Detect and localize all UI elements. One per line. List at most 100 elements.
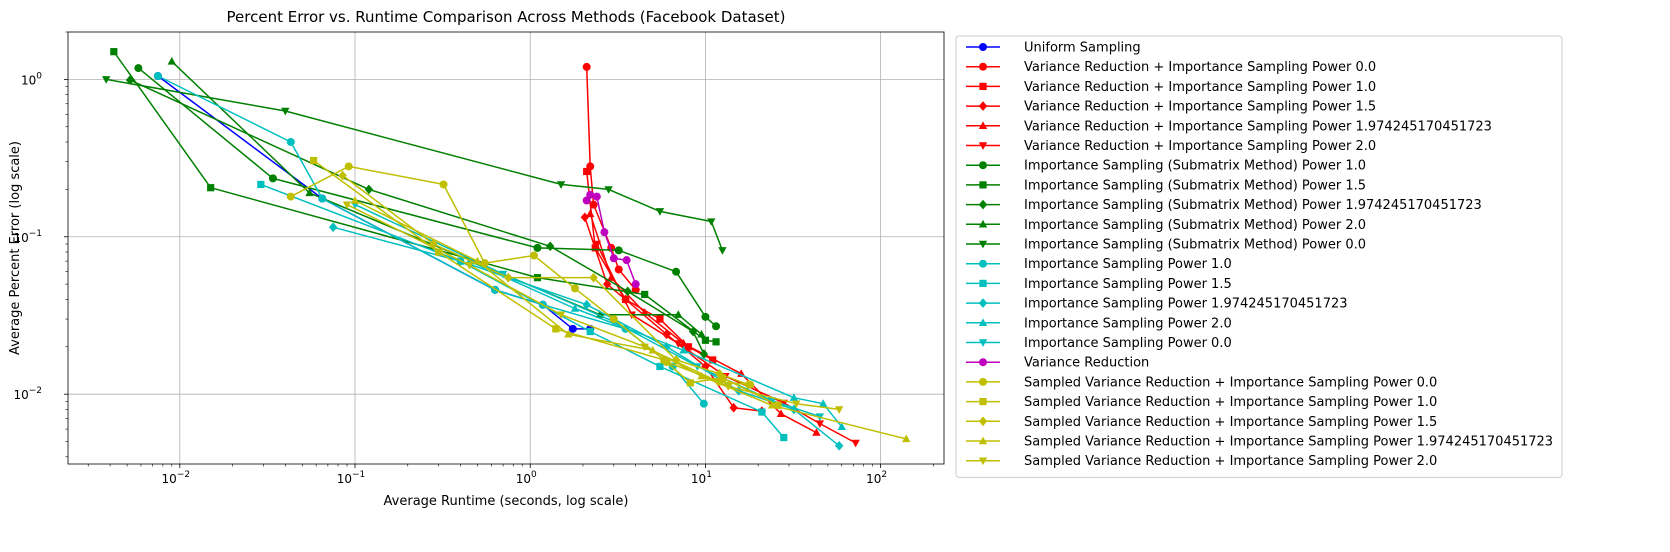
legend-label: Sampled Variance Reduction + Importance … — [1024, 435, 1553, 450]
legend-label: Importance Sampling Power 0.0 — [1024, 336, 1232, 351]
data-point — [729, 402, 738, 413]
data-point — [697, 329, 706, 338]
data-point — [640, 343, 649, 352]
data-point — [286, 192, 295, 201]
data-point — [609, 254, 618, 263]
y-axis-label: Average Percent Error (log scale) — [8, 141, 23, 355]
x-tick-label: 10−2 — [162, 470, 191, 486]
data-point — [812, 428, 821, 436]
data-point — [207, 184, 215, 192]
data-point — [125, 75, 135, 85]
legend-marker — [978, 298, 988, 308]
data-point — [556, 181, 566, 189]
y-tick-label: 100 — [21, 71, 42, 87]
data-point — [767, 400, 777, 409]
series-1 — [153, 72, 595, 333]
legend-marker — [979, 62, 987, 71]
legend-marker — [978, 121, 988, 129]
series-9 — [125, 75, 709, 359]
legend-label: Importance Sampling (Submatrix Method) P… — [1024, 218, 1366, 233]
data-point — [699, 399, 708, 408]
data-point — [712, 338, 720, 346]
series-line — [129, 79, 705, 355]
data-point — [609, 315, 618, 324]
series-21 — [350, 196, 911, 443]
data-point — [679, 339, 688, 347]
data-point — [134, 64, 143, 73]
legend-entry: Sampled Variance Reduction + Importance … — [966, 395, 1437, 410]
legend-label: Importance Sampling (Submatrix Method) P… — [1024, 238, 1366, 253]
tick-layer: 10−2 10−1 100 101 102 10−2 10−1 100 — [13, 31, 934, 486]
series-layer — [102, 48, 911, 451]
data-point — [268, 174, 277, 183]
legend-label: Sampled Variance Reduction + Importance … — [1024, 415, 1437, 430]
data-point — [776, 409, 786, 418]
legend-marker — [979, 259, 987, 268]
data-point — [837, 422, 846, 431]
data-point — [583, 167, 591, 176]
legend-marker — [979, 181, 987, 189]
data-point — [712, 322, 721, 331]
data-point — [623, 286, 632, 297]
legend-label: Sampled Variance Reduction + Importance … — [1024, 454, 1437, 469]
data-point — [780, 433, 788, 442]
legend-marker — [978, 339, 988, 347]
data-point — [465, 261, 474, 270]
data-point — [570, 284, 579, 293]
data-point — [529, 251, 538, 260]
series-22 — [342, 201, 844, 414]
grid — [68, 32, 944, 464]
legend: Uniform Sampling Variance Reduction + Imp… — [955, 35, 1563, 478]
data-point — [656, 362, 664, 371]
data-point — [660, 356, 668, 364]
data-point — [504, 272, 513, 283]
legend-marker — [979, 43, 987, 51]
data-point — [167, 57, 177, 65]
legend-entry: Importance Sampling Power 2.0 — [966, 316, 1232, 331]
legend-label: Variance Reduction + Importance Sampling… — [1024, 100, 1376, 115]
legend-entry: Sampled Variance Reduction + Importance … — [966, 415, 1437, 430]
data-point — [672, 267, 681, 276]
data-point — [102, 76, 111, 84]
x-tick-label: 100 — [516, 470, 537, 486]
data-point — [789, 393, 799, 401]
legend-entry: Importance Sampling (Submatrix Method) P… — [966, 159, 1366, 174]
data-point — [568, 324, 577, 333]
data-point — [328, 222, 338, 233]
data-point — [631, 285, 640, 294]
data-point — [309, 156, 318, 165]
legend-label: Variance Reduction — [1024, 356, 1149, 371]
data-point — [592, 192, 601, 201]
data-point — [699, 349, 709, 359]
legend-marker — [978, 142, 988, 150]
data-point — [545, 241, 555, 252]
data-point — [789, 404, 799, 415]
data-point — [582, 196, 591, 205]
data-point — [110, 48, 118, 56]
data-point — [586, 190, 595, 199]
data-point — [435, 248, 443, 256]
chart-title: Percent Error vs. Runtime Comparison Acr… — [227, 8, 786, 26]
x-tick-label: 10−1 — [337, 470, 366, 486]
legend-marker — [978, 240, 988, 249]
data-point — [582, 62, 591, 71]
data-point — [589, 200, 598, 209]
legend-label: Variance Reduction + Importance Sampling… — [1024, 60, 1376, 75]
legend-label: Importance Sampling (Submatrix Method) P… — [1024, 198, 1482, 213]
series-20 — [338, 170, 753, 390]
data-point — [631, 280, 640, 289]
data-point — [473, 256, 482, 265]
data-point — [851, 439, 860, 448]
legend-marker — [979, 398, 987, 406]
legend-entry: Variance Reduction + Importance Sampling… — [966, 139, 1376, 154]
legend-label: Sampled Variance Reduction + Importance … — [1024, 395, 1437, 410]
legend-marker — [979, 377, 987, 386]
data-point — [758, 408, 766, 416]
data-point — [674, 340, 683, 348]
data-point — [697, 371, 706, 380]
data-point — [589, 272, 598, 283]
data-point — [834, 440, 844, 451]
data-point — [701, 336, 710, 344]
data-point — [533, 243, 542, 252]
